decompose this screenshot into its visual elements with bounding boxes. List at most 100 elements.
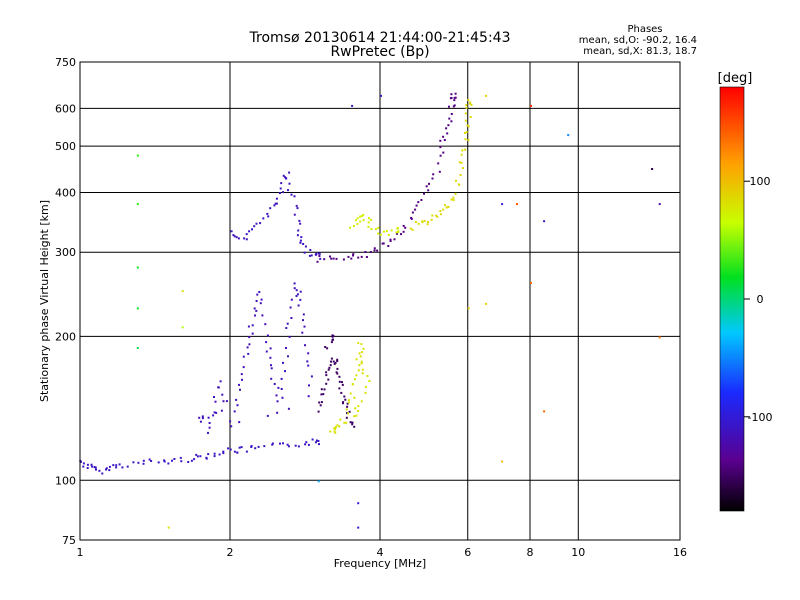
data-point-X-yellow-F	[457, 183, 460, 186]
data-point-O-cloud-column	[247, 325, 250, 328]
data-point-X-yellow-blob	[355, 358, 358, 361]
data-point-O-E-cusp	[269, 207, 272, 210]
x-tick-label-6: 6	[464, 546, 471, 559]
data-point-O-low-ramp	[227, 447, 230, 450]
data-point-O-E-cusp	[288, 171, 291, 174]
noise-point-25	[467, 307, 470, 310]
data-point-X-yellow-blob	[349, 392, 352, 395]
data-point-O-F-trace	[453, 104, 456, 107]
x-tick-label-10: 10	[571, 546, 585, 559]
data-point-O-E-cusp	[282, 174, 285, 177]
data-point-O-cloud-column	[198, 416, 201, 419]
data-point-O-cloud-column	[239, 388, 241, 391]
data-point-O-cloud-column	[270, 367, 273, 370]
data-point-X-yellow-blob	[357, 342, 360, 345]
data-point-X-yellow-blob	[364, 385, 367, 388]
data-point-O-low-ramp	[314, 441, 317, 444]
data-point-O-low-ramp	[250, 445, 253, 447]
data-point-O-cloud-column	[270, 377, 273, 380]
data-point-O-cloud-column	[275, 394, 278, 397]
y-axis-ticks: 75 100 200 300 400 500 600 750	[55, 56, 76, 547]
data-point-X-yellow-blob	[368, 380, 371, 382]
data-point-X-yellow-F	[455, 179, 457, 182]
data-point-O-cloud-column	[213, 411, 216, 414]
data-point-O-purple-blob	[327, 378, 330, 381]
data-point-O-F-trace	[447, 124, 450, 127]
data-point-O-purple-blob	[320, 388, 323, 391]
data-point-O-cloud-column	[247, 352, 250, 355]
data-point-O-E-cusp	[298, 219, 301, 222]
data-point-O-cloud-column	[265, 341, 268, 344]
data-point-O-purple-blob	[342, 402, 344, 405]
data-point-O-cloud-column	[233, 410, 236, 413]
data-point-O-E-cusp	[245, 238, 248, 241]
data-point-X-yellow-F	[447, 205, 450, 208]
data-point-O-F-trace	[404, 226, 407, 229]
data-points	[79, 92, 661, 529]
data-point-X-yellow-F	[462, 167, 464, 170]
data-point-O-cloud-column	[238, 383, 240, 386]
data-point-X-yellow-mid	[382, 230, 385, 233]
data-point-X-yellow-F	[417, 222, 420, 225]
data-point-O-cloud-column	[208, 422, 211, 424]
data-point-O-cloud-column	[302, 313, 305, 316]
chart-title: Tromsø 20130614 21:44:00-21:45:43	[249, 30, 511, 46]
data-point-X-yellow-mid	[390, 229, 393, 232]
y-tick-label-75: 75	[62, 534, 76, 547]
y-tick-label-300: 300	[55, 246, 76, 259]
data-point-X-yellow-F	[464, 112, 467, 115]
data-point-O-cloud-column	[215, 411, 218, 414]
data-point-O-F-trace	[335, 257, 338, 260]
data-point-O-cloud-column	[236, 404, 239, 407]
data-point-O-cloud-column	[251, 324, 254, 327]
data-point-O-F-trace	[330, 257, 333, 260]
data-point-O-E-cusp	[275, 197, 278, 200]
data-point-O-purple-blob	[328, 366, 331, 369]
data-point-O-purple-blob	[345, 416, 348, 419]
data-point-O-cloud-column	[260, 298, 263, 301]
data-point-O-purple-blob	[320, 393, 323, 396]
data-point-O-F-trace	[360, 255, 363, 258]
data-point-O-F-trace	[448, 105, 450, 108]
x-tick-label-16: 16	[673, 546, 687, 559]
data-point-O-cloud-column	[284, 370, 286, 373]
data-point-O-low-ramp	[218, 453, 221, 456]
data-point-O-cloud-column	[290, 317, 293, 319]
data-point-X-yellow-F	[464, 138, 467, 141]
data-point-O-cloud-column	[295, 289, 298, 292]
data-point-O-E-cusp	[299, 222, 302, 225]
data-point-O-cloud-column	[266, 334, 269, 337]
data-point-O-low-ramp	[199, 455, 202, 458]
data-point-X-yellow-mid	[367, 225, 370, 228]
data-point-O-purple-blob	[338, 380, 341, 383]
noise-point-11	[501, 203, 504, 206]
data-point-O-low-ramp	[245, 450, 248, 453]
data-point-O-F-trace	[425, 185, 428, 188]
data-point-O-E-cusp	[285, 177, 287, 180]
data-point-X-yellow-F	[465, 104, 468, 106]
x-axis-label: Frequency [MHz]	[334, 557, 426, 570]
data-point-O-F-trace	[396, 232, 398, 235]
data-point-X-yellow-blob	[360, 362, 363, 365]
data-point-O-low-ramp	[163, 460, 166, 463]
noise-point-13	[530, 104, 532, 107]
data-point-X-yellow-F	[439, 210, 442, 212]
data-point-O-purple-blob	[331, 339, 334, 341]
data-point-O-low-ramp	[195, 453, 198, 456]
data-point-O-low-ramp	[315, 439, 318, 442]
data-point-X-yellow-blob	[345, 421, 348, 424]
noise-point-23	[357, 526, 360, 529]
noise-point-20	[501, 460, 504, 463]
data-point-O-purple-blob	[336, 360, 339, 362]
data-point-O-low-ramp	[94, 466, 97, 469]
data-point-O-F-trace	[427, 189, 430, 192]
data-point-O-low-ramp	[282, 442, 284, 445]
data-point-X-yellow-F	[469, 101, 472, 104]
colorbar-tick-label-0: 0	[757, 293, 764, 306]
data-point-O-purple-blob	[338, 387, 341, 390]
data-point-X-yellow-F	[469, 116, 472, 118]
data-point-O-cloud-column	[258, 291, 261, 293]
data-point-O-purple-blob	[338, 375, 341, 378]
data-point-O-low-ramp	[142, 462, 145, 465]
data-point-O-low-ramp	[297, 445, 300, 448]
